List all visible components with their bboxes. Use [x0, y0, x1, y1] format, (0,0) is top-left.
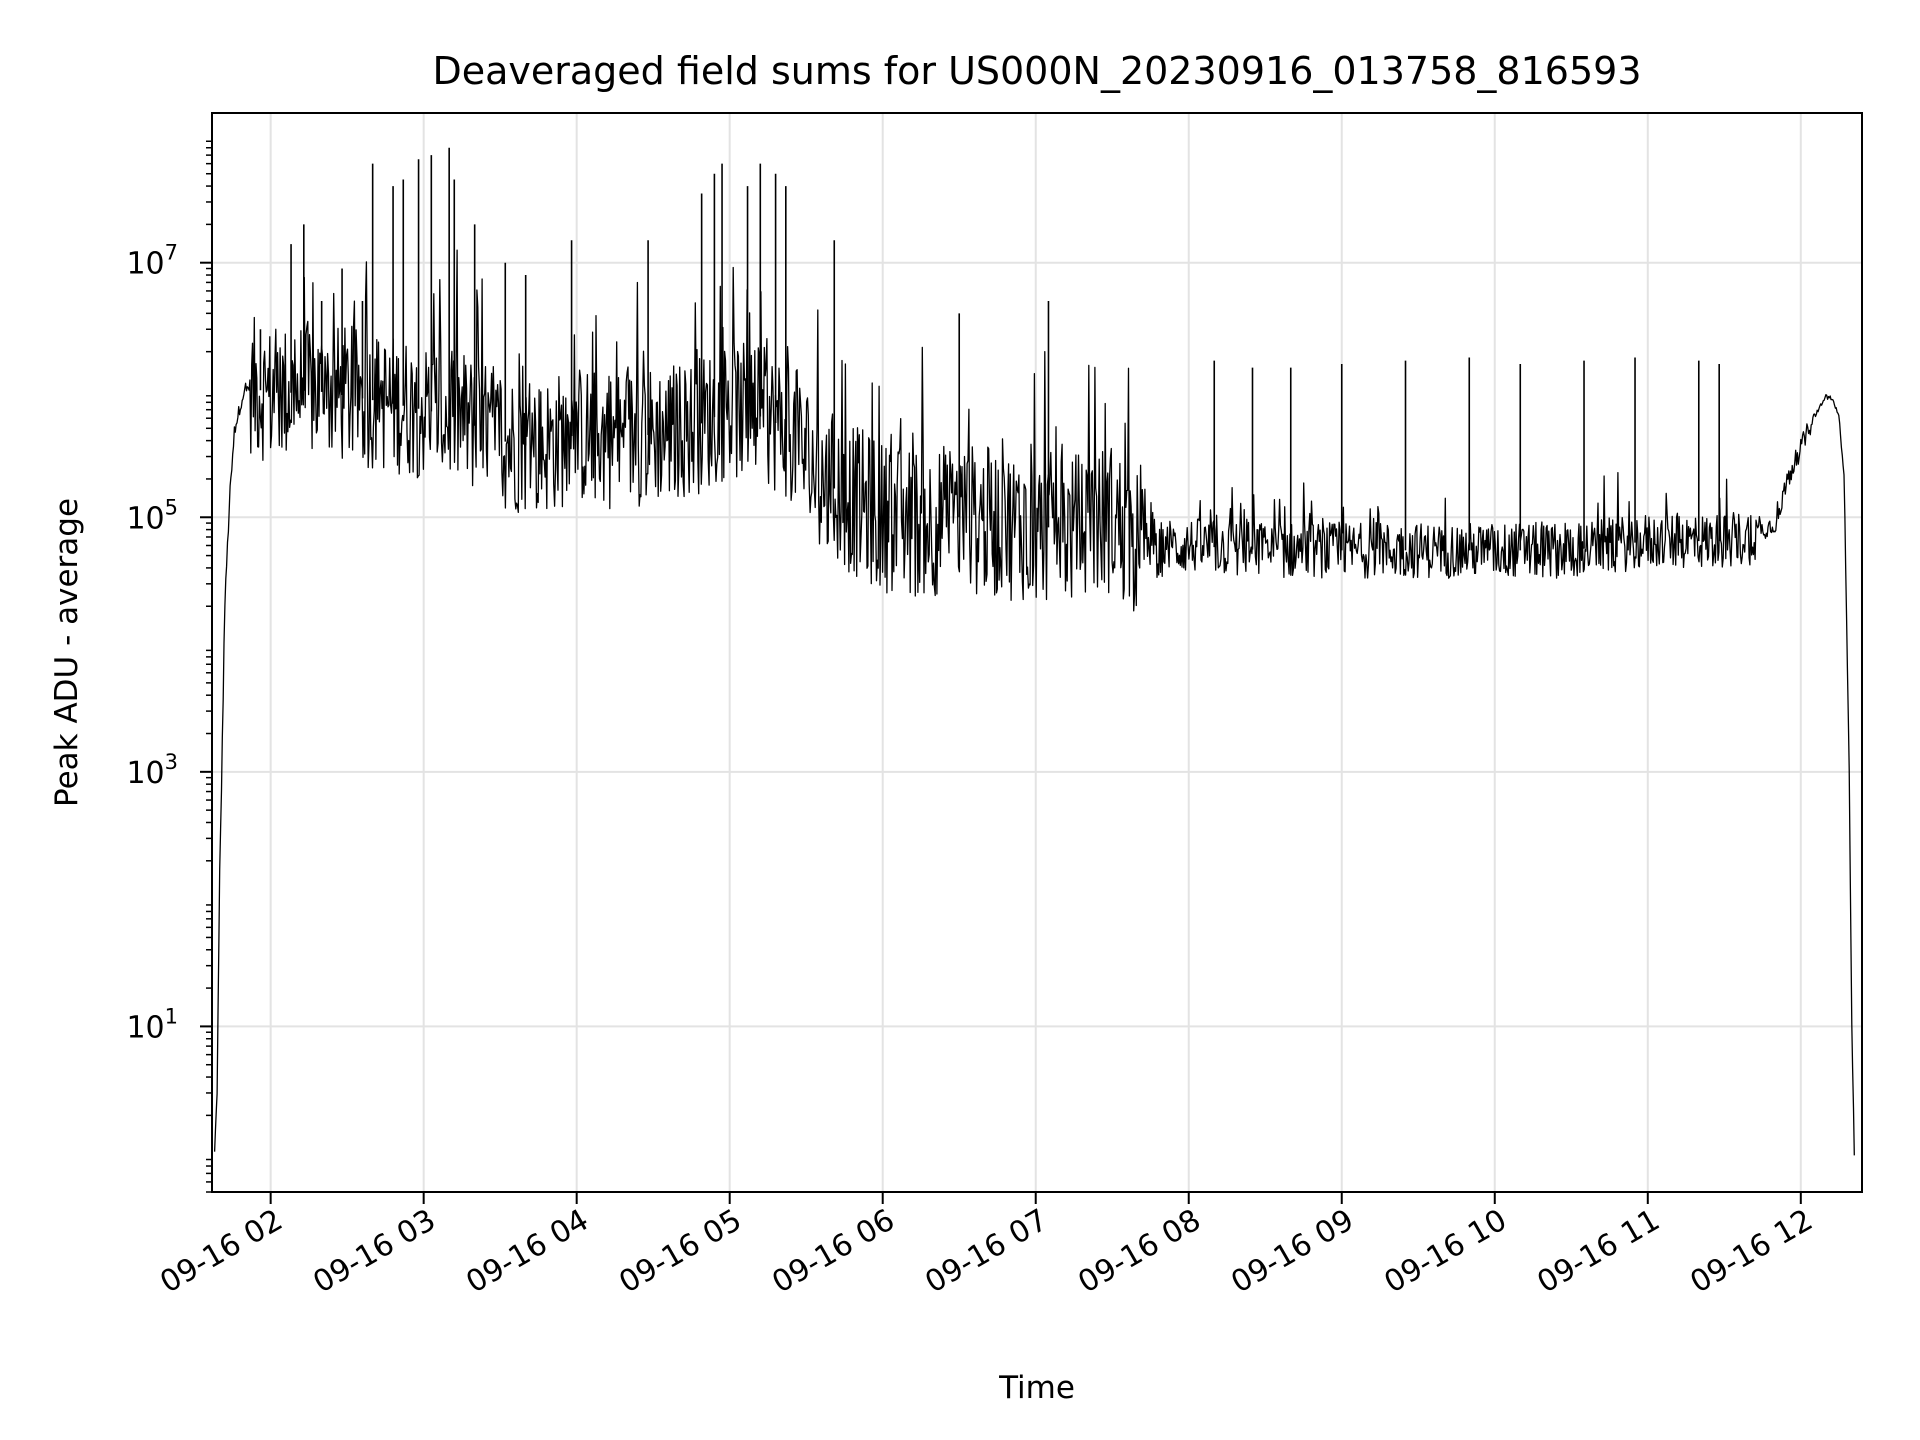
y-tick-label: 101	[126, 1004, 178, 1045]
y-axis-title: Peak ADU - average	[49, 498, 85, 807]
data-layer	[213, 147, 1855, 1156]
plot-area-frame	[211, 112, 1863, 1193]
chart-title: Deaveraged field sums for US000N_2023091…	[432, 49, 1641, 93]
y-tick-label: 105	[126, 495, 178, 536]
series-line	[213, 249, 1855, 1156]
x-axis-title: Time	[998, 1370, 1075, 1406]
y-tick-label: 107	[126, 241, 178, 282]
y-tick-label: 103	[126, 750, 178, 791]
